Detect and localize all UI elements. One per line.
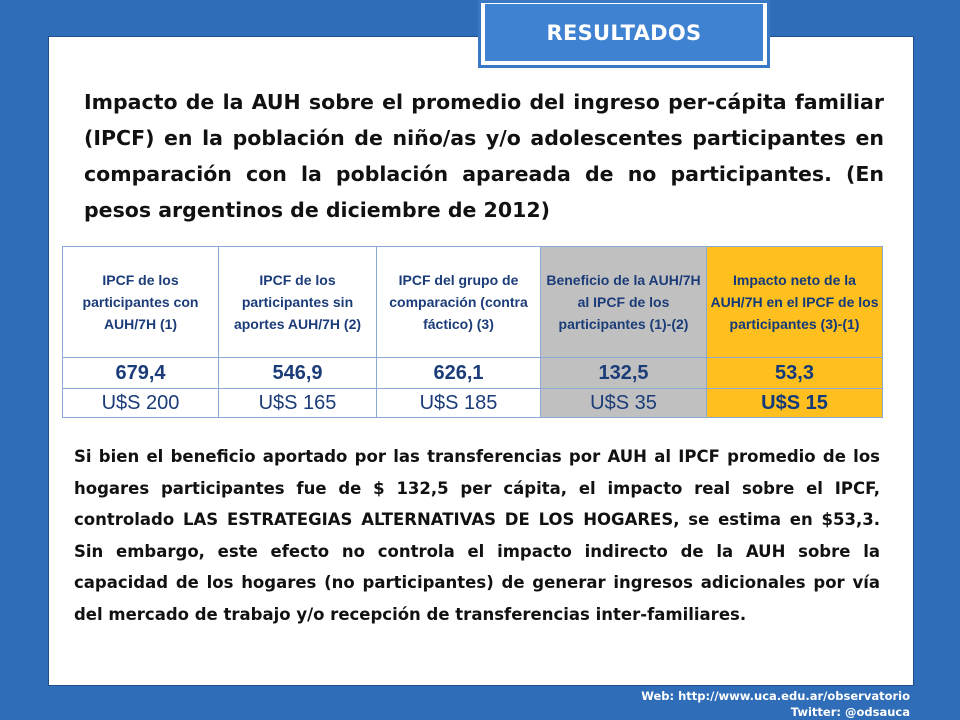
header-cell: IPCF de los participantes con AUH/7H (1)	[62, 246, 219, 358]
footer-web-link[interactable]: Web: http://www.uca.edu.ar/observatorio	[641, 689, 910, 703]
value-cell-impact: 53,3	[706, 357, 883, 389]
usd-cell: U$S 200	[62, 388, 219, 418]
header-cell-benefit: Beneficio de la AUH/7H al IPCF de los pa…	[540, 246, 707, 358]
body-paragraph: Si bien el beneficio aportado por las tr…	[74, 447, 880, 624]
usd-cell: U$S 185	[376, 388, 541, 418]
header-cell: IPCF del grupo de comparación (contra fá…	[376, 246, 541, 358]
header-cell: IPCF de los participantes sin aportes AU…	[218, 246, 377, 358]
value-cell: 546,9	[218, 357, 377, 389]
slide-title: Impacto de la AUH sobre el promedio del …	[84, 90, 884, 222]
results-badge: RESULTADOS	[485, 4, 763, 61]
usd-cell-benefit: U$S 35	[540, 388, 707, 418]
table-row-usd: U$S 200 U$S 165 U$S 185 U$S 35 U$S 15	[62, 388, 883, 418]
value-cell: 626,1	[376, 357, 541, 389]
footer-credits: Web: http://www.uca.edu.ar/observatorio …	[600, 688, 910, 720]
value-cell: 679,4	[62, 357, 219, 389]
usd-cell-impact: U$S 15	[706, 388, 883, 418]
table-header-row: IPCF de los participantes con AUH/7H (1)…	[62, 246, 883, 358]
footer-twitter-link[interactable]: Twitter: @odsauca	[790, 705, 910, 719]
results-table: IPCF de los participantes con AUH/7H (1)…	[62, 246, 883, 418]
value-cell-benefit: 132,5	[540, 357, 707, 389]
header-cell-impact: Impacto neto de la AUH/7H en el IPCF de …	[706, 246, 883, 358]
table-row-pesos: 679,4 546,9 626,1 132,5 53,3	[62, 357, 883, 389]
usd-cell: U$S 165	[218, 388, 377, 418]
